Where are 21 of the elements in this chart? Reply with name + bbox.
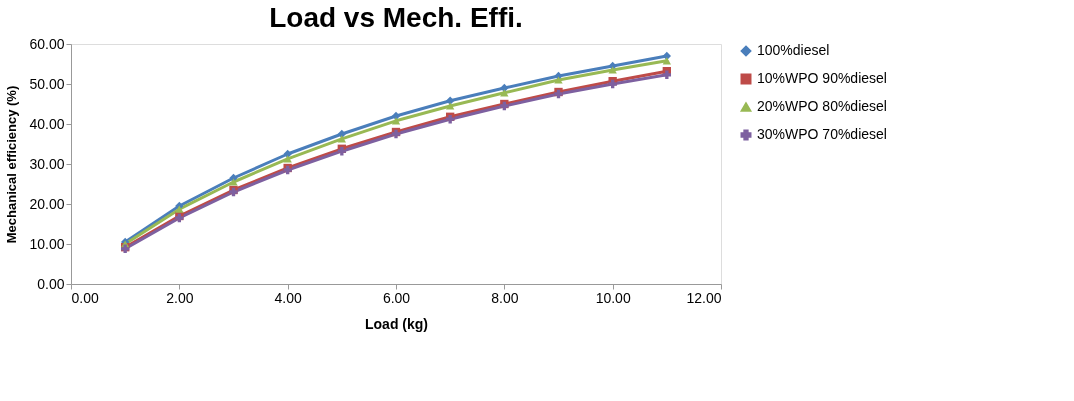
legend-label: 100%diesel [757,42,830,58]
legend-label: 20%WPO 80%diesel [757,98,887,114]
y-tick-label: 50.00 [29,75,65,92]
x-tick-label: 0.00 [71,289,99,306]
y-axis-title: Mechanical efficiency (%) [4,85,20,244]
y-tick-label: 10.00 [29,235,65,252]
y-tick-label: 60.00 [29,35,65,52]
y-tick-label: 30.00 [29,155,65,172]
x-tick-label: 6.00 [382,289,411,306]
x-tick-label: 10.00 [595,289,631,306]
y-tick-label: 40.00 [29,115,65,132]
y-tick-label: 20.00 [29,195,65,212]
legend-label: 30%WPO 70%diesel [757,126,887,142]
x-tick-label: 4.00 [274,289,302,306]
y-tick-label: 0.00 [37,275,65,292]
x-axis-title: Load (kg) [365,315,428,332]
x-tick-label: 8.00 [491,289,519,306]
chart-title: Load vs Mech. Effi. [269,2,523,33]
x-tick-label: 12.00 [686,289,722,306]
x-tick-label: 2.00 [166,289,194,306]
legend-label: 10%WPO 90%diesel [757,70,887,86]
